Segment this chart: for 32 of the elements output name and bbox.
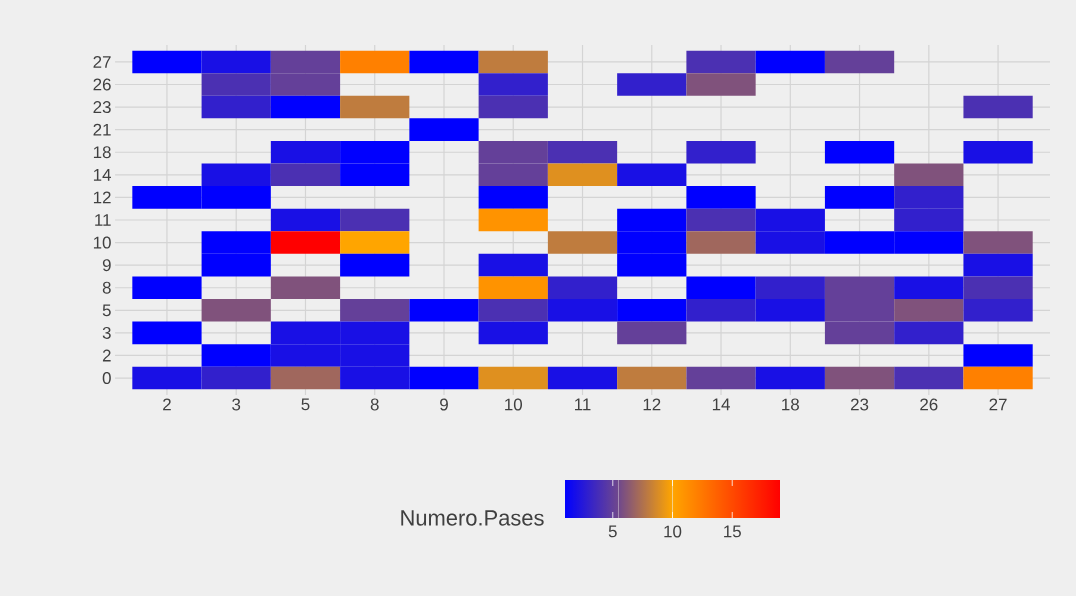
x-tick-label: 8 <box>370 398 379 411</box>
y-tick-label: 14 <box>93 168 111 181</box>
x-tick-label: 5 <box>301 398 310 411</box>
y-tick-label: 8 <box>102 281 111 294</box>
x-tick-label: 14 <box>712 398 730 411</box>
y-tick-label: 26 <box>93 78 111 91</box>
x-tick-label: 18 <box>782 398 799 411</box>
y-tick-label: 11 <box>95 214 111 226</box>
y-tick-label: 3 <box>102 326 111 339</box>
x-tick-label: 11 <box>575 398 591 411</box>
y-tick-label: 9 <box>102 259 111 272</box>
x-tick-label: 10 <box>505 398 523 411</box>
y-tick-label: 0 <box>102 372 111 385</box>
x-tick-label: 12 <box>643 398 661 411</box>
y-tick-label: 5 <box>102 304 111 317</box>
color-bar-label: 10 <box>664 525 682 538</box>
color-bar-label: 5 <box>608 525 617 538</box>
x-tick-label: 23 <box>850 398 869 411</box>
x-tick-label: 2 <box>163 398 171 411</box>
y-tick-label: 10 <box>93 236 111 249</box>
x-tick-label: 9 <box>440 398 448 411</box>
y-tick-label: 23 <box>93 101 111 114</box>
y-tick-label: 12 <box>93 191 111 204</box>
color-bar-label: 15 <box>724 525 741 538</box>
x-tick-label: 27 <box>989 398 1007 411</box>
y-tick-label: 27 <box>93 56 111 68</box>
x-tick-label: 3 <box>232 398 241 411</box>
x-tick-label: 26 <box>920 398 938 411</box>
color-bar-title: Numero.Pases <box>401 510 544 526</box>
y-tick-label: 21 <box>93 123 111 136</box>
y-tick-label: 2 <box>102 349 111 362</box>
y-tick-label: 18 <box>93 146 111 159</box>
